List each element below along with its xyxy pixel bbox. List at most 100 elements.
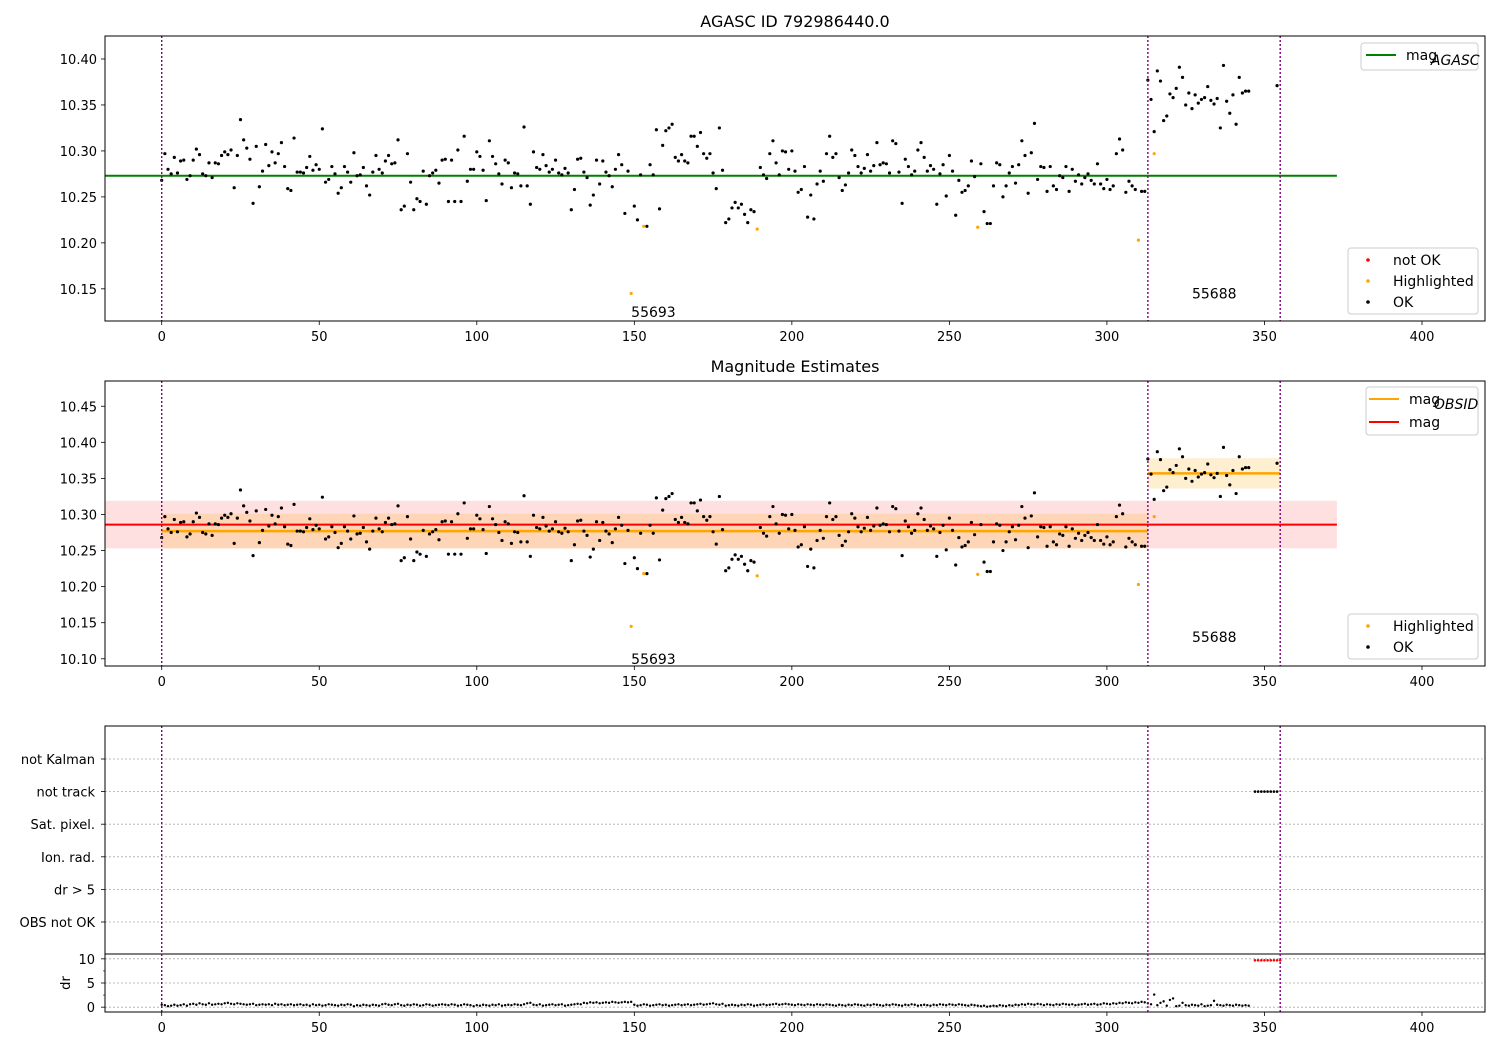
dr-point bbox=[888, 1004, 891, 1007]
legend-box bbox=[1360, 42, 1479, 71]
ok-point bbox=[1212, 476, 1216, 480]
dr-point bbox=[1231, 1004, 1235, 1007]
ok-point bbox=[512, 171, 517, 175]
x-tick-label: 150 bbox=[622, 330, 647, 345]
ok-point bbox=[418, 552, 422, 556]
ok-point bbox=[566, 171, 570, 175]
ok-point bbox=[434, 528, 438, 532]
ok-point bbox=[289, 543, 293, 548]
ok-point bbox=[891, 504, 895, 509]
dr-point bbox=[1241, 1004, 1244, 1007]
dr-point bbox=[1121, 1002, 1124, 1005]
dr-point bbox=[538, 1003, 541, 1006]
ok-point bbox=[264, 507, 268, 512]
ok-point bbox=[626, 169, 630, 173]
x-tick-label: 0 bbox=[158, 330, 166, 345]
ok-point bbox=[572, 543, 577, 547]
ok-point bbox=[995, 522, 999, 526]
ok-point bbox=[449, 158, 454, 162]
ok-point bbox=[783, 513, 788, 517]
ok-point bbox=[739, 202, 744, 206]
dr-point bbox=[1086, 1003, 1090, 1006]
ok-point bbox=[188, 174, 192, 178]
dr-point bbox=[173, 1003, 176, 1006]
ok-point bbox=[446, 199, 451, 204]
ok-point bbox=[698, 130, 703, 135]
flag-row-label: dr > 5 bbox=[54, 883, 95, 898]
ok-point bbox=[616, 152, 621, 157]
ok-point bbox=[925, 169, 929, 173]
ok-point bbox=[654, 496, 658, 500]
dr-point bbox=[970, 1003, 973, 1006]
ok-point bbox=[371, 529, 375, 533]
ok-point bbox=[1221, 63, 1226, 68]
ok-point bbox=[746, 569, 750, 573]
ok-point bbox=[796, 545, 800, 549]
dr-point bbox=[535, 1004, 538, 1007]
ok-point bbox=[500, 538, 504, 543]
ok-point bbox=[676, 159, 681, 163]
ok-point bbox=[327, 535, 331, 539]
ok-point bbox=[979, 522, 983, 527]
ok-point bbox=[799, 187, 803, 192]
dr-point bbox=[532, 1003, 535, 1006]
x-tick-label: 250 bbox=[937, 1021, 962, 1036]
ok-point bbox=[1202, 471, 1207, 475]
dr-point bbox=[847, 1003, 850, 1006]
ok-point bbox=[783, 150, 788, 154]
dr-point bbox=[611, 1000, 614, 1004]
ok-point bbox=[163, 152, 167, 156]
ok-point bbox=[273, 161, 277, 165]
ok-point bbox=[399, 208, 403, 212]
ok-point bbox=[374, 153, 378, 158]
ok-point bbox=[421, 169, 425, 173]
ok-point bbox=[248, 519, 252, 523]
ok-point bbox=[1007, 171, 1011, 175]
ok-point bbox=[673, 155, 677, 159]
dr-point bbox=[815, 1003, 819, 1006]
dr-point bbox=[425, 1003, 428, 1006]
ok-point bbox=[957, 535, 961, 540]
ok-point bbox=[1064, 164, 1068, 169]
ok-point bbox=[301, 171, 306, 175]
ok-point bbox=[235, 153, 239, 158]
y-tick-label: 10.10 bbox=[60, 653, 97, 668]
ok-point bbox=[1067, 189, 1071, 193]
ok-point bbox=[427, 174, 432, 178]
ok-point bbox=[449, 520, 454, 524]
dr-point bbox=[485, 1004, 488, 1007]
y-tick-label: 10.30 bbox=[60, 508, 97, 523]
ok-point bbox=[717, 126, 721, 130]
ok-point bbox=[323, 537, 328, 541]
ok-point bbox=[941, 523, 945, 527]
ok-point bbox=[727, 566, 731, 570]
dr-point bbox=[1124, 1001, 1128, 1004]
ok-point bbox=[1036, 535, 1040, 539]
dr-point bbox=[812, 1004, 816, 1007]
dr-point bbox=[340, 1003, 343, 1006]
flag-point bbox=[1263, 790, 1266, 793]
dr-point bbox=[778, 1003, 781, 1006]
ok-point bbox=[374, 516, 378, 520]
dr-point bbox=[859, 1004, 863, 1007]
ok-point bbox=[204, 174, 208, 178]
ok-point bbox=[339, 186, 343, 190]
ok-point bbox=[317, 167, 321, 171]
ok-point bbox=[1048, 164, 1052, 169]
ok-point bbox=[806, 564, 810, 569]
panel-frame: 0 50 100 150 200 250 300 350 400 10.10 10.15 10.20 1… bbox=[60, 380, 1486, 690]
ok-point bbox=[390, 522, 394, 527]
dr-point bbox=[1045, 1003, 1049, 1006]
ok-point bbox=[1243, 465, 1248, 470]
panel-frame: 0 50 100 150 200 250 300 350 400 10.15 10.20 10.25 1… bbox=[60, 35, 1486, 345]
dr-point bbox=[292, 1004, 296, 1007]
y-tick-label: 10.15 bbox=[60, 617, 97, 632]
ok-point bbox=[342, 525, 347, 529]
ok-point bbox=[490, 517, 495, 521]
ok-point bbox=[1234, 122, 1238, 126]
obsid-annotation: 55693 bbox=[631, 305, 676, 321]
dr-point bbox=[428, 1003, 431, 1006]
ok-point bbox=[632, 556, 636, 560]
